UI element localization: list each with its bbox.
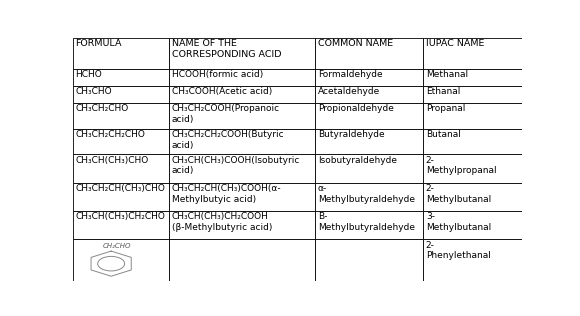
Text: Butanal: Butanal [426, 130, 461, 139]
Bar [169, 211, 316, 240]
Text: Propionaldehyde: Propionaldehyde [318, 105, 394, 113]
Bar [72, 129, 169, 154]
Bar [423, 69, 522, 86]
Text: COMMON NAME: COMMON NAME [318, 40, 393, 48]
Text: CH₃CH₂CH₂COOH(Butyric
acid): CH₃CH₂CH₂COOH(Butyric acid) [172, 130, 284, 149]
Text: Propanal: Propanal [426, 105, 465, 113]
Text: 2-
Methylbutanal: 2- Methylbutanal [426, 184, 491, 204]
Bar [316, 103, 423, 129]
Bar [72, 183, 169, 211]
Text: 2-
Methylpropanal: 2- Methylpropanal [426, 156, 496, 175]
Bar [72, 38, 169, 69]
Bar [169, 69, 316, 86]
Bar [169, 38, 316, 69]
Text: CH₃CH₂COOH(Propanoic
acid): CH₃CH₂COOH(Propanoic acid) [172, 105, 280, 124]
Bar [72, 211, 169, 240]
Text: CH₃CH(CH₃)COOH(Isobutyric
acid): CH₃CH(CH₃)COOH(Isobutyric acid) [172, 156, 300, 175]
Bar [72, 86, 169, 103]
Bar [169, 103, 316, 129]
Bar [316, 38, 423, 69]
Bar [316, 240, 423, 281]
Text: NAME OF THE
CORRESPONDING ACID: NAME OF THE CORRESPONDING ACID [172, 40, 281, 59]
Text: Ethanal: Ethanal [426, 88, 460, 96]
Bar [316, 211, 423, 240]
Bar [169, 86, 316, 103]
Text: CH₃COOH(Acetic acid): CH₃COOH(Acetic acid) [172, 88, 272, 96]
Text: CH₃CH(CH₃)CH₂CHO: CH₃CH(CH₃)CH₂CHO [75, 212, 165, 222]
Bar [72, 240, 169, 281]
Text: HCHO: HCHO [75, 70, 102, 79]
Bar [316, 183, 423, 211]
Text: α-
Methylbutyraldehyde: α- Methylbutyraldehyde [318, 184, 415, 204]
Text: CH₃CH₂CHO: CH₃CH₂CHO [75, 105, 128, 113]
Bar [423, 129, 522, 154]
Bar [423, 154, 522, 183]
Text: IUPAC NAME: IUPAC NAME [426, 40, 484, 48]
Text: CH₃CH(CH₃)CH₂COOH
(β-Methylbutyric acid): CH₃CH(CH₃)CH₂COOH (β-Methylbutyric acid) [172, 212, 272, 232]
Bar [316, 86, 423, 103]
Text: FORMULA: FORMULA [75, 40, 122, 48]
Bar [169, 154, 316, 183]
Bar [72, 103, 169, 129]
Text: Methanal: Methanal [426, 70, 468, 79]
Bar [423, 86, 522, 103]
Bar [169, 129, 316, 154]
Text: 2-
Phenylethanal: 2- Phenylethanal [426, 241, 491, 260]
Text: CH₃CHO: CH₃CHO [75, 88, 112, 96]
Bar [169, 240, 316, 281]
Bar [316, 69, 423, 86]
Text: CH₃CH₂CH₂CHO: CH₃CH₂CH₂CHO [75, 130, 145, 139]
Text: 3-
Methylbutanal: 3- Methylbutanal [426, 212, 491, 232]
Bar [423, 211, 522, 240]
Text: Isobutyraldehyde: Isobutyraldehyde [318, 156, 397, 165]
Text: CH₃CH(CH₃)CHO: CH₃CH(CH₃)CHO [75, 156, 148, 165]
Bar [423, 38, 522, 69]
Text: B-
Methylbutyraldehyde: B- Methylbutyraldehyde [318, 212, 415, 232]
Text: CH₂CHO: CH₂CHO [103, 243, 131, 249]
Text: CH₃CH₂CH(CH₃)COOH(α-
Methylbutyic acid): CH₃CH₂CH(CH₃)COOH(α- Methylbutyic acid) [172, 184, 281, 204]
Bar [316, 129, 423, 154]
Text: Butyraldehyde: Butyraldehyde [318, 130, 385, 139]
Bar [72, 69, 169, 86]
Text: CH₃CH₂CH(CH₃)CHO: CH₃CH₂CH(CH₃)CHO [75, 184, 165, 193]
Text: Formaldehyde: Formaldehyde [318, 70, 383, 79]
Text: Acetaldehyde: Acetaldehyde [318, 88, 380, 96]
Text: HCOOH(formic acid): HCOOH(formic acid) [172, 70, 263, 79]
Bar [72, 154, 169, 183]
Bar [423, 103, 522, 129]
Bar [169, 183, 316, 211]
Bar [423, 240, 522, 281]
Bar [316, 154, 423, 183]
Bar [423, 183, 522, 211]
